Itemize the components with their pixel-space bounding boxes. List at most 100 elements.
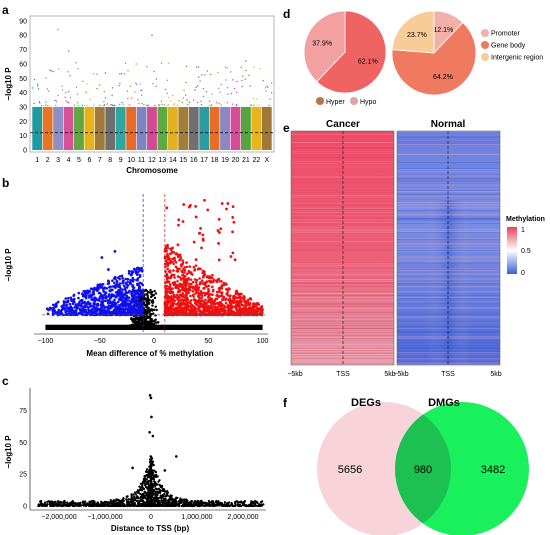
volcano-point-hypo — [103, 306, 106, 310]
volcano-point-ns — [144, 323, 147, 326]
volcano-point-hyper — [194, 300, 197, 303]
volcano-point-hypo — [101, 282, 105, 286]
manhattan-point — [196, 66, 198, 68]
tss-point — [146, 495, 149, 498]
volcano-point-hypo — [127, 269, 131, 273]
tss-point — [200, 504, 204, 507]
volcano-point-hypo — [125, 286, 129, 289]
manhattan-chr-15-band — [178, 106, 189, 150]
manhattan-point — [185, 65, 188, 68]
volcano-point-hyper — [165, 291, 169, 294]
volcano-point-hyper — [201, 238, 205, 242]
volcano-x-tick-label: −50 — [94, 338, 106, 345]
tss-point — [200, 499, 203, 502]
tss-point — [154, 485, 157, 488]
volcano-point-hypo — [141, 283, 145, 287]
pie2-legend-swatch — [481, 29, 489, 37]
heatmap-legend-tick-05: 0.5 — [521, 248, 531, 255]
volcano-point-hypo — [68, 302, 72, 306]
manhattan-x-tick-label: 4 — [67, 157, 71, 164]
manhattan-chr-6-band — [84, 106, 95, 150]
volcano-point-hypo — [127, 272, 131, 275]
manhattan-point — [33, 102, 35, 105]
volcano-point-hypo — [81, 305, 84, 309]
tss-point — [152, 488, 156, 492]
volcano-point-ns — [151, 298, 154, 302]
volcano-point-hyper — [197, 288, 200, 292]
tss-point — [145, 497, 148, 500]
volcano-point-hypo — [111, 304, 114, 308]
volcano-point-hyper — [187, 288, 191, 291]
volcano-point-hypo — [87, 302, 91, 306]
manhattan-point — [218, 102, 220, 104]
tss-x-tick-label: 2,000,000 — [227, 514, 258, 521]
tss-point — [127, 501, 131, 505]
volcano-point-hyper — [173, 259, 177, 262]
volcano-point-hypo — [118, 311, 122, 315]
manhattan-x-tick-label: 20 — [232, 157, 240, 164]
volcano-point-hyper — [171, 301, 175, 305]
tss-distance-points — [37, 394, 265, 508]
volcano-point-ns — [144, 298, 148, 301]
volcano-point-hyper — [194, 204, 198, 208]
tss-point — [123, 503, 126, 506]
volcano-point-ns — [148, 320, 152, 323]
volcano-point-hypo — [126, 303, 130, 307]
pie2-legend-swatch — [481, 53, 489, 61]
manhattan-point — [96, 87, 98, 90]
volcano-point-hypo — [122, 284, 126, 288]
manhattan-point — [55, 101, 58, 103]
tss-x-ticks: −2,000,000 −1,000,000 0 1,000,000 2,000,000 — [41, 514, 258, 521]
volcano-point-hypo — [137, 289, 141, 293]
tss-point — [157, 497, 160, 500]
tss-point — [150, 473, 154, 477]
tss-point — [154, 503, 157, 507]
volcano-point-hyper — [202, 306, 206, 309]
manhattan-point — [111, 94, 113, 96]
volcano-x-tick-label: 50 — [204, 338, 212, 345]
manhattan-x-tick-label: 9 — [119, 157, 123, 164]
tss-point — [152, 478, 156, 481]
volcano-point-hypo — [118, 289, 122, 292]
tss-point — [88, 504, 91, 507]
manhattan-point — [83, 104, 85, 107]
manhattan-point — [138, 102, 140, 105]
manhattan-x-tick-label: 14 — [169, 157, 177, 164]
panel-b: b −100 −50 0 50 100 Mean difference of % met… — [2, 176, 269, 358]
volcano-point-hypo — [136, 283, 140, 287]
volcano-point-hyper — [181, 302, 185, 306]
tss-point — [239, 500, 243, 503]
volcano-point-hyper — [220, 287, 224, 290]
manhattan-point — [157, 104, 160, 106]
volcano-point-ns — [153, 289, 156, 293]
volcano-point-hypo — [49, 307, 53, 310]
tss-point — [55, 502, 58, 505]
tss-point — [168, 497, 172, 500]
volcano-point-hyper — [200, 279, 204, 282]
volcano-point-ns — [152, 312, 155, 315]
volcano-point-hypo — [69, 296, 73, 300]
manhattan-point — [218, 87, 220, 90]
volcano-point-hypo — [89, 304, 93, 308]
tss-point — [150, 490, 153, 494]
manhattan-point — [265, 90, 267, 92]
tss-point — [197, 500, 200, 503]
volcano-point-hyper — [185, 261, 188, 264]
tss-point — [150, 488, 153, 491]
tss-point — [130, 494, 133, 497]
volcano-point-hyper — [187, 205, 191, 209]
volcano-point-ns — [148, 298, 151, 302]
volcano-point-hyper — [200, 302, 203, 306]
tss-point — [40, 499, 43, 503]
volcano-point-hypo — [77, 302, 81, 306]
volcano-point-hypo — [132, 296, 135, 300]
tss-point — [149, 483, 152, 486]
volcano-point-hyper — [165, 313, 168, 316]
volcano-point-hyper — [194, 215, 198, 219]
volcano-point-hypo — [111, 301, 114, 304]
volcano-point-hyper — [218, 309, 221, 313]
pie2-legend-label: Promoter — [491, 31, 520, 38]
volcano-point-hyper — [248, 309, 252, 313]
volcano-point-hyper — [170, 251, 173, 255]
